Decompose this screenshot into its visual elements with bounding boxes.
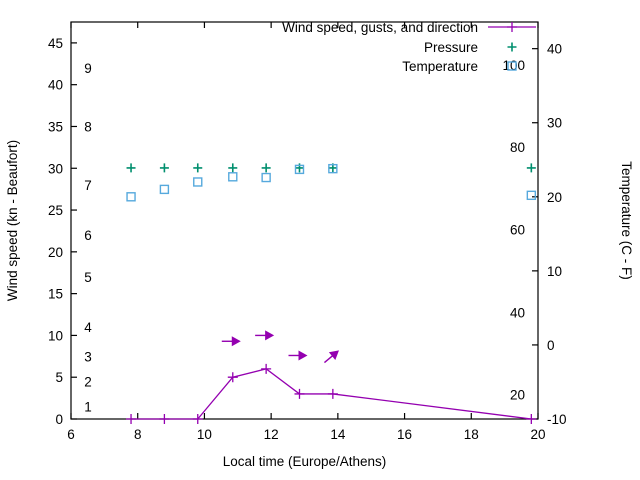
fahrenheit-label: 20 bbox=[510, 388, 525, 403]
y-tick-label: 45 bbox=[48, 36, 63, 51]
beaufort-label: 6 bbox=[84, 228, 92, 243]
legend-sample-marker bbox=[507, 22, 517, 32]
beaufort-label: 9 bbox=[84, 61, 92, 76]
x-tick-label: 18 bbox=[464, 427, 479, 442]
arrow-head bbox=[265, 330, 275, 341]
y-tick-label: 5 bbox=[55, 370, 63, 385]
y-tick-label: 20 bbox=[48, 245, 63, 260]
temperature-marker bbox=[126, 192, 136, 202]
y2-tick-label: 0 bbox=[547, 338, 555, 353]
plot-border bbox=[70, 21, 539, 420]
y2-tick-label: 40 bbox=[547, 42, 562, 57]
beaufort-label: 7 bbox=[84, 178, 92, 193]
wind-speed-marker bbox=[261, 363, 272, 374]
temperature-marker bbox=[193, 177, 203, 187]
y-tick-label: 30 bbox=[48, 161, 63, 176]
arrow-head bbox=[328, 350, 339, 360]
beaufort-label: 8 bbox=[84, 119, 92, 134]
y-tick-label: 40 bbox=[48, 78, 63, 93]
pressure-marker bbox=[261, 163, 271, 173]
wind-speed-marker bbox=[526, 414, 537, 424]
x-tick-label: 16 bbox=[397, 427, 412, 442]
beaufort-label: 4 bbox=[84, 320, 92, 335]
x-axis-label: Local time (Europe/Athens) bbox=[223, 454, 387, 469]
y-tick-label: 0 bbox=[55, 412, 63, 427]
temperature-marker bbox=[328, 163, 338, 174]
fahrenheit-label: 80 bbox=[510, 140, 525, 155]
beaufort-label: 2 bbox=[84, 374, 92, 389]
pressure-marker bbox=[526, 163, 536, 173]
wind-speed-line bbox=[131, 368, 532, 420]
x-tick-label: 6 bbox=[67, 427, 75, 442]
arrow-head bbox=[231, 336, 241, 347]
y-tick-label: 25 bbox=[48, 203, 63, 218]
y-axis-label: Wind speed (kn - Beaufort) bbox=[5, 140, 20, 301]
wind-speed-marker bbox=[327, 388, 338, 399]
legend-label-1: Pressure bbox=[424, 40, 478, 55]
wind-speed-marker bbox=[294, 388, 305, 399]
pressure-marker bbox=[126, 163, 136, 173]
x-tick-label: 8 bbox=[134, 427, 142, 442]
legend-sample-marker bbox=[507, 42, 517, 52]
pressure-marker bbox=[228, 163, 238, 173]
wind-speed-marker bbox=[126, 414, 137, 424]
temperature-marker bbox=[526, 190, 537, 201]
wind-speed-marker bbox=[159, 414, 170, 424]
wind-direction-arrow bbox=[288, 350, 308, 361]
fahrenheit-label: 60 bbox=[510, 222, 525, 237]
y2-tick-label: 20 bbox=[547, 190, 562, 205]
y-tick-label: 35 bbox=[48, 119, 63, 134]
temperature-marker bbox=[159, 184, 170, 195]
temperature-marker bbox=[261, 172, 271, 183]
temperature-marker bbox=[228, 172, 238, 182]
wind-direction-arrow bbox=[221, 336, 241, 347]
y2-axis-label: Temperature (C - F) bbox=[619, 161, 634, 280]
x-tick-label: 20 bbox=[530, 427, 545, 442]
y2-tick-label: 10 bbox=[547, 264, 562, 279]
y2-tick-label: 30 bbox=[547, 116, 562, 131]
wind-speed-marker bbox=[192, 414, 203, 424]
wind-direction-arrow bbox=[255, 330, 275, 341]
y2-tick-label: -10 bbox=[547, 412, 567, 427]
beaufort-label: 5 bbox=[84, 270, 92, 285]
legend-sample-marker bbox=[507, 61, 517, 71]
pressure-marker bbox=[159, 163, 169, 173]
beaufort-label: 3 bbox=[84, 349, 92, 364]
wind-speed-marker bbox=[227, 372, 238, 383]
fahrenheit-label: 40 bbox=[510, 305, 525, 320]
legend-label-2: Temperature bbox=[402, 59, 478, 74]
x-tick-label: 14 bbox=[330, 427, 346, 442]
legend-label-0: Wind speed, gusts, and direction bbox=[282, 20, 478, 35]
x-tick-label: 10 bbox=[197, 427, 212, 442]
y-tick-label: 15 bbox=[48, 287, 63, 302]
y-tick-label: 10 bbox=[48, 328, 63, 343]
wind-direction-arrow bbox=[323, 350, 339, 364]
x-tick-label: 12 bbox=[264, 427, 279, 442]
pressure-marker bbox=[193, 163, 203, 173]
fahrenheit-label: 100 bbox=[502, 58, 525, 73]
arrow-head bbox=[298, 350, 308, 361]
beaufort-label: 1 bbox=[84, 399, 92, 414]
temperature-marker bbox=[294, 164, 305, 175]
